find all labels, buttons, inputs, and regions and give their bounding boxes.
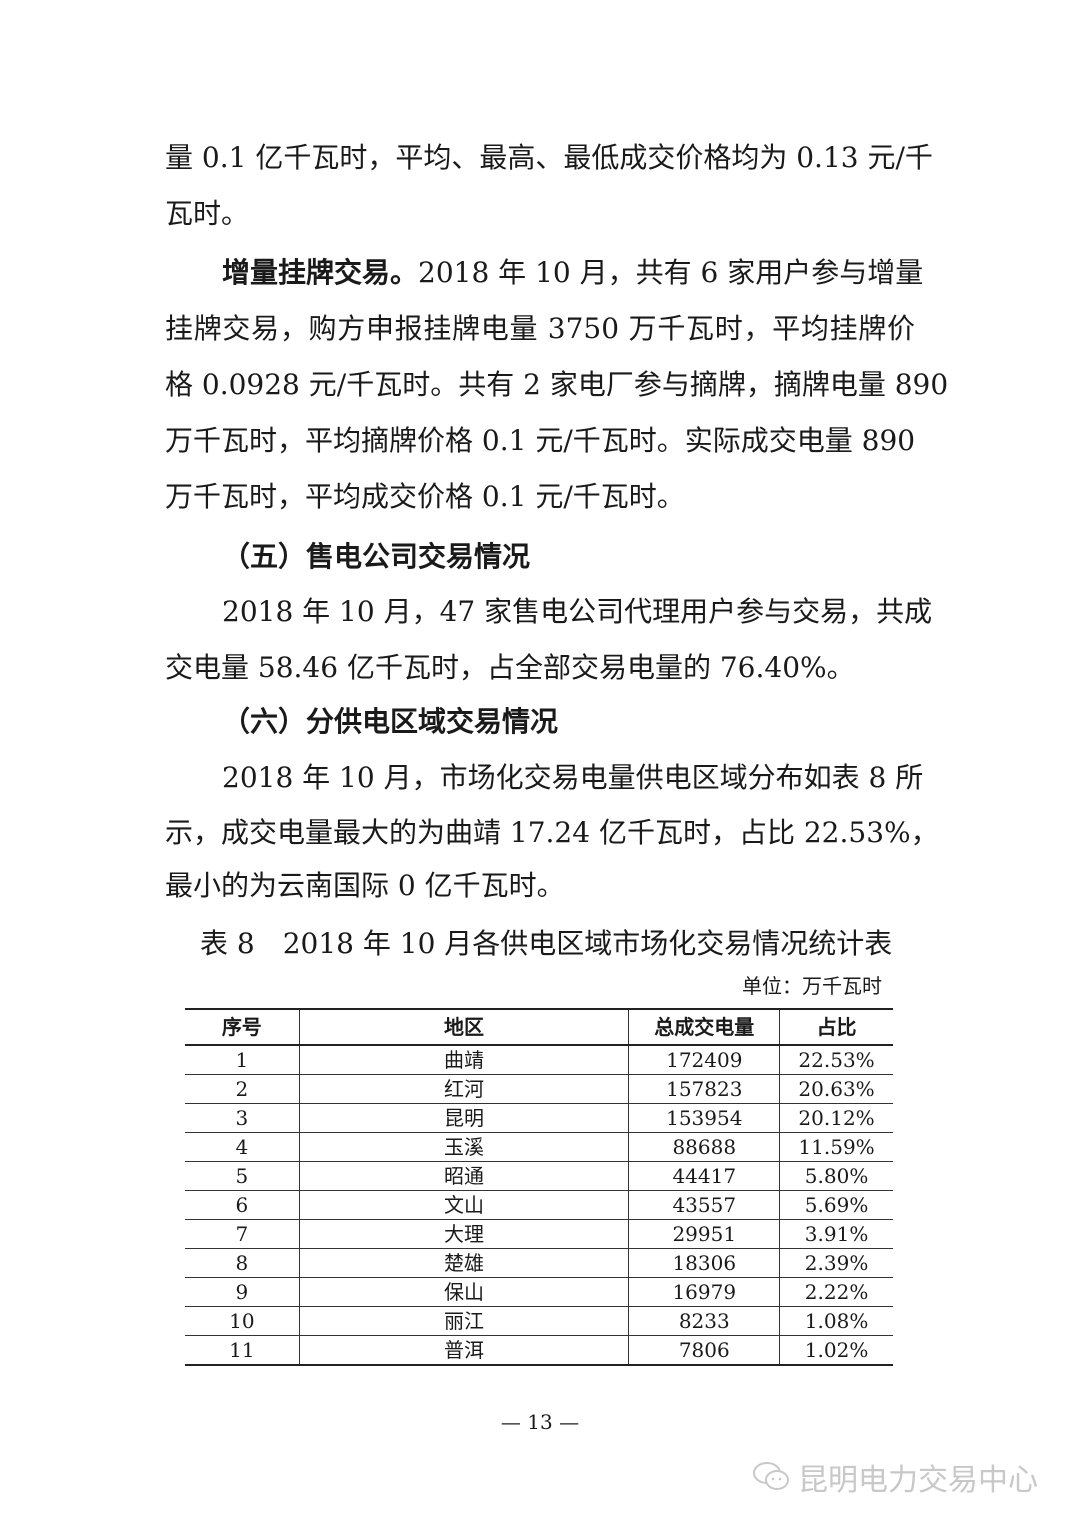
table-row: 6 文山 43557 5.69%	[185, 1190, 893, 1220]
table-cell: 7806	[628, 1335, 780, 1366]
body-line: 量 0.1 亿千瓦时，平均、最高、最低成交价格均为 0.13 元/千	[165, 141, 933, 174]
section-heading: （五）售电公司交易情况	[222, 540, 531, 573]
table-cell: 2.22%	[779, 1277, 893, 1307]
table-cell: 大理	[298, 1219, 629, 1249]
body-line: 瓦时。	[165, 197, 250, 230]
table-cell: 172409	[628, 1045, 780, 1075]
table-cell: 7	[185, 1219, 300, 1249]
wechat-icon	[753, 1462, 789, 1490]
table-row: 3 昆明 153954 20.12%	[185, 1103, 893, 1133]
table-cell: 玉溪	[298, 1132, 629, 1162]
body-line: 2018 年 10 月，市场化交易电量供电区域分布如表 8 所	[222, 761, 924, 794]
bold-lead: 增量挂牌交易。	[222, 256, 419, 289]
body-line: 示，成交电量最大的为曲靖 17.24 亿千瓦时，占比 22.53%，	[165, 816, 939, 849]
table-cell: 红河	[298, 1074, 629, 1104]
body-line: 2018 年 10 月，47 家售电公司代理用户参与交易，共成	[222, 595, 933, 628]
text: 2018 年 10 月，共有 6 家用户参与增量	[418, 256, 924, 289]
table-cell: 4	[185, 1132, 300, 1162]
table-cell: 楚雄	[298, 1248, 629, 1278]
table-header-row: 序号 地区 总成交电量 占比	[185, 1009, 893, 1046]
table-cell: 5.69%	[779, 1190, 893, 1220]
table-title: 表 8 2018 年 10 月各供电区域市场化交易情况统计表	[200, 927, 893, 960]
table-row: 9 保山 16979 2.22%	[185, 1277, 893, 1307]
table-cell: 11.59%	[779, 1132, 893, 1162]
table-cell: 8233	[628, 1306, 780, 1336]
body-line: 最小的为云南国际 0 亿千瓦时。	[165, 869, 565, 902]
table-cell: 曲靖	[298, 1045, 629, 1075]
table-cell: 文山	[298, 1190, 629, 1220]
table-row: 8 楚雄 18306 2.39%	[185, 1248, 893, 1278]
table-cell: 153954	[628, 1103, 780, 1133]
table-cell: 普洱	[298, 1335, 629, 1366]
table-cell: 6	[185, 1190, 300, 1220]
table-row: 4 玉溪 88688 11.59%	[185, 1132, 893, 1162]
table-cell: 昆明	[298, 1103, 629, 1133]
body-line: 万千瓦时，平均成交价格 0.1 元/千瓦时。	[165, 480, 685, 513]
table-cell: 20.12%	[779, 1103, 893, 1133]
table-row: 7 大理 29951 3.91%	[185, 1219, 893, 1249]
table-cell: 88688	[628, 1132, 780, 1162]
section-heading: （六）分供电区域交易情况	[222, 705, 559, 738]
table-cell: 1	[185, 1045, 300, 1075]
table-cell: 29951	[628, 1219, 780, 1249]
header-cell: 地区	[298, 1009, 629, 1046]
table-cell: 9	[185, 1277, 300, 1307]
table-row: 1 曲靖 172409 22.53%	[185, 1045, 893, 1075]
header-cell: 总成交电量	[628, 1009, 780, 1046]
watermark: 昆明电力交易中心	[752, 1455, 1038, 1499]
table-cell: 3	[185, 1103, 300, 1133]
table-cell: 44417	[628, 1161, 780, 1191]
page-number: — 13 —	[500, 1410, 580, 1434]
table-cell: 43557	[628, 1190, 780, 1220]
table-cell: 11	[185, 1335, 300, 1366]
table-cell: 丽江	[298, 1306, 629, 1336]
table-cell: 5	[185, 1161, 300, 1191]
table-cell: 157823	[628, 1074, 780, 1104]
table-row: 10 丽江 8233 1.08%	[185, 1306, 893, 1336]
table-cell: 10	[185, 1306, 300, 1336]
body-line: 格 0.0928 元/千瓦时。共有 2 家电厂参与摘牌，摘牌电量 890	[165, 368, 949, 401]
table-unit: 单位：万千瓦时	[742, 974, 882, 998]
table-cell: 18306	[628, 1248, 780, 1278]
table-cell: 2	[185, 1074, 300, 1104]
table-cell: 22.53%	[779, 1045, 893, 1075]
body-line: 万千瓦时，平均摘牌价格 0.1 元/千瓦时。实际成交电量 890	[165, 424, 916, 457]
table-cell: 1.02%	[779, 1335, 893, 1366]
region-table: 序号 地区 总成交电量 占比 1 曲靖 172409 22.53% 2 红河 157823 2…	[185, 1008, 893, 1366]
table-row: 11 普洱 7806 1.02%	[185, 1335, 893, 1366]
body-line: 增量挂牌交易。2018 年 10 月，共有 6 家用户参与增量	[222, 253, 923, 293]
header-cell: 序号	[185, 1009, 300, 1046]
table-cell: 昭通	[298, 1161, 629, 1191]
table-cell: 保山	[298, 1277, 629, 1307]
watermark-text: 昆明电力交易中心	[798, 1463, 1038, 1498]
header-cell: 占比	[779, 1009, 893, 1046]
table-cell: 8	[185, 1248, 300, 1278]
table-cell: 3.91%	[779, 1219, 893, 1249]
table-cell: 1.08%	[779, 1306, 893, 1336]
body-line: 挂牌交易，购方申报挂牌电量 3750 万千瓦时，平均挂牌价	[165, 312, 915, 345]
table-cell: 16979	[628, 1277, 780, 1307]
table-cell: 5.80%	[779, 1161, 893, 1191]
body-line: 交电量 58.46 亿千瓦时，占全部交易电量的 76.40%。	[165, 651, 855, 684]
table-row: 2 红河 157823 20.63%	[185, 1074, 893, 1104]
table-row: 5 昭通 44417 5.80%	[185, 1161, 893, 1191]
table-cell: 20.63%	[779, 1074, 893, 1104]
table-cell: 2.39%	[779, 1248, 893, 1278]
